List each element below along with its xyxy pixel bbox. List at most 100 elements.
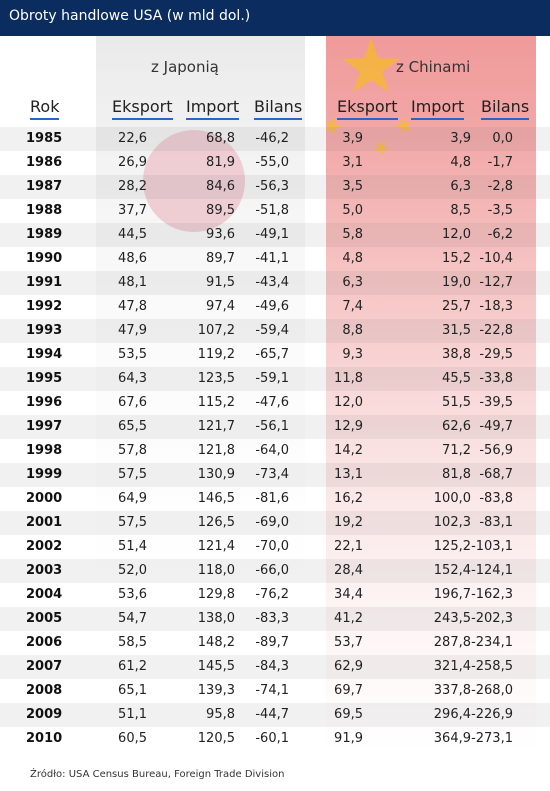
header-china-export: Eksport bbox=[337, 97, 398, 120]
japan-import-cell: 121,4 bbox=[197, 539, 235, 554]
header-china-balance: Bilans bbox=[481, 97, 530, 120]
japan-import-cell: 93,6 bbox=[206, 227, 235, 242]
japan-balance-cell: -70,0 bbox=[255, 539, 289, 554]
japan-balance-cell: -55,0 bbox=[255, 155, 289, 170]
table-row: 2006 58,5 148,2 -89,7 53,7 287,8 -234,1 bbox=[0, 631, 550, 655]
table-row: 2001 57,5 126,5 -69,0 19,2 102,3 -83,1 bbox=[0, 511, 550, 535]
japan-import-cell: 121,7 bbox=[197, 419, 235, 434]
japan-import-cell: 81,9 bbox=[206, 155, 235, 170]
china-balance-cell: -258,5 bbox=[471, 659, 513, 674]
table-row: 2007 61,2 145,5 -84,3 62,9 321,4 -258,5 bbox=[0, 655, 550, 679]
japan-balance-cell: -73,4 bbox=[255, 467, 289, 482]
year-cell: 2000 bbox=[26, 491, 63, 506]
china-import-cell: 19,0 bbox=[442, 275, 471, 290]
japan-import-cell: 91,5 bbox=[206, 275, 235, 290]
china-export-cell: 12,0 bbox=[334, 395, 363, 410]
china-import-cell: 31,5 bbox=[442, 323, 471, 338]
china-export-cell: 9,3 bbox=[342, 347, 363, 362]
china-import-cell: 25,7 bbox=[442, 299, 471, 314]
japan-import-cell: 138,0 bbox=[197, 611, 235, 626]
china-export-cell: 91,9 bbox=[334, 731, 363, 746]
china-export-cell: 16,2 bbox=[334, 491, 363, 506]
japan-import-cell: 68,8 bbox=[206, 131, 235, 146]
china-export-cell: 34,4 bbox=[334, 587, 363, 602]
china-balance-cell: -12,7 bbox=[479, 275, 513, 290]
china-balance-cell: 0,0 bbox=[492, 131, 513, 146]
china-import-cell: 38,8 bbox=[442, 347, 471, 362]
table-row: 2003 52,0 118,0 -66,0 28,4 152,4 -124,1 bbox=[0, 559, 550, 583]
japan-import-cell: 148,2 bbox=[197, 635, 235, 650]
star-icon bbox=[342, 38, 400, 93]
japan-export-cell: 22,6 bbox=[118, 131, 147, 146]
china-balance-cell: -10,4 bbox=[479, 251, 513, 266]
japan-import-cell: 84,6 bbox=[206, 179, 235, 194]
china-balance-cell: -83,1 bbox=[479, 515, 513, 530]
china-balance-cell: -68,7 bbox=[479, 467, 513, 482]
japan-import-cell: 89,5 bbox=[206, 203, 235, 218]
japan-balance-cell: -59,1 bbox=[255, 371, 289, 386]
year-cell: 1993 bbox=[26, 323, 63, 338]
source-footnote: Źródło: USA Census Bureau, Foreign Trade… bbox=[30, 769, 285, 780]
year-cell: 2001 bbox=[26, 515, 63, 530]
year-cell: 2005 bbox=[26, 611, 63, 626]
japan-balance-cell: -44,7 bbox=[255, 707, 289, 722]
year-cell: 1985 bbox=[26, 131, 63, 146]
china-balance-cell: -83,8 bbox=[479, 491, 513, 506]
table-row: 2002 51,4 121,4 -70,0 22,1 125,2 -103,1 bbox=[0, 535, 550, 559]
japan-balance-cell: -59,4 bbox=[255, 323, 289, 338]
japan-balance-cell: -89,7 bbox=[255, 635, 289, 650]
japan-export-cell: 26,9 bbox=[118, 155, 147, 170]
china-import-cell: 8,5 bbox=[450, 203, 471, 218]
china-export-cell: 69,7 bbox=[334, 683, 363, 698]
china-balance-cell: -234,1 bbox=[471, 635, 513, 650]
japan-import-cell: 89,7 bbox=[206, 251, 235, 266]
china-balance-cell: -202,3 bbox=[471, 611, 513, 626]
china-import-cell: 337,8 bbox=[433, 683, 471, 698]
japan-import-cell: 129,8 bbox=[197, 587, 235, 602]
year-cell: 2003 bbox=[26, 563, 63, 578]
china-export-cell: 3,5 bbox=[342, 179, 363, 194]
china-import-cell: 12,0 bbox=[442, 227, 471, 242]
china-import-cell: 296,4 bbox=[433, 707, 471, 722]
table-row: 1996 67,6 115,2 -47,6 12,0 51,5 -39,5 bbox=[0, 391, 550, 415]
table-row: 1985 22,6 68,8 -46,2 3,9 3,9 0,0 bbox=[0, 127, 550, 151]
china-export-cell: 53,7 bbox=[334, 635, 363, 650]
china-import-cell: 364,9 bbox=[433, 731, 471, 746]
star-icon bbox=[373, 141, 389, 156]
japan-balance-cell: -74,1 bbox=[255, 683, 289, 698]
japan-export-cell: 64,9 bbox=[118, 491, 147, 506]
china-export-cell: 62,9 bbox=[334, 659, 363, 674]
japan-balance-cell: -49,6 bbox=[255, 299, 289, 314]
china-import-cell: 3,9 bbox=[450, 131, 471, 146]
year-cell: 1994 bbox=[26, 347, 63, 362]
year-cell: 1986 bbox=[26, 155, 63, 170]
china-export-cell: 5,8 bbox=[342, 227, 363, 242]
year-cell: 1999 bbox=[26, 467, 63, 482]
japan-balance-cell: -81,6 bbox=[255, 491, 289, 506]
china-balance-cell: -3,5 bbox=[487, 203, 513, 218]
japan-import-cell: 95,8 bbox=[206, 707, 235, 722]
japan-import-cell: 121,8 bbox=[197, 443, 235, 458]
china-balance-cell: -2,8 bbox=[487, 179, 513, 194]
japan-balance-cell: -41,1 bbox=[255, 251, 289, 266]
japan-export-cell: 53,5 bbox=[118, 347, 147, 362]
china-export-cell: 3,9 bbox=[342, 131, 363, 146]
table-row: 1986 26,9 81,9 -55,0 3,1 4,8 -1,7 bbox=[0, 151, 550, 175]
japan-export-cell: 57,5 bbox=[118, 467, 147, 482]
china-balance-cell: -1,7 bbox=[487, 155, 513, 170]
japan-export-cell: 28,2 bbox=[118, 179, 147, 194]
china-balance-cell: -49,7 bbox=[479, 419, 513, 434]
china-flag-stars bbox=[326, 38, 412, 156]
china-import-cell: 6,3 bbox=[450, 179, 471, 194]
year-cell: 1988 bbox=[26, 203, 63, 218]
japan-balance-cell: -46,2 bbox=[255, 131, 289, 146]
japan-import-cell: 139,3 bbox=[197, 683, 235, 698]
china-import-cell: 15,2 bbox=[442, 251, 471, 266]
china-balance-cell: -103,1 bbox=[471, 539, 513, 554]
japan-balance-cell: -83,3 bbox=[255, 611, 289, 626]
china-export-cell: 11,8 bbox=[334, 371, 363, 386]
japan-import-cell: 97,4 bbox=[206, 299, 235, 314]
china-import-cell: 152,4 bbox=[433, 563, 471, 578]
table-row: 1988 37,7 89,5 -51,8 5,0 8,5 -3,5 bbox=[0, 199, 550, 223]
table-row: 2009 51,1 95,8 -44,7 69,5 296,4 -226,9 bbox=[0, 703, 550, 727]
